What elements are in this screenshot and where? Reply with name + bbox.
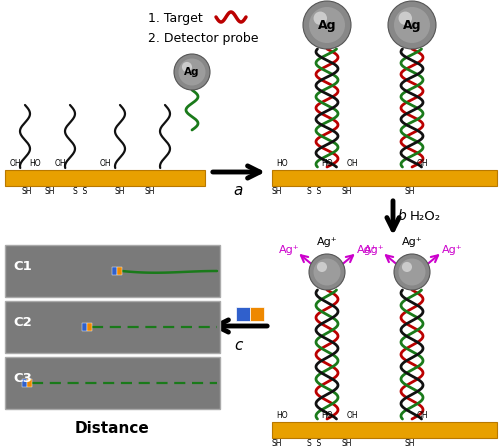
Bar — [236, 307, 250, 321]
Text: c: c — [234, 338, 242, 353]
Circle shape — [303, 1, 351, 49]
Text: S  S: S S — [307, 439, 321, 447]
Text: SH: SH — [272, 187, 282, 196]
Circle shape — [309, 7, 345, 43]
Text: Ag⁺: Ag⁺ — [356, 245, 378, 255]
Text: H₂O₂: H₂O₂ — [410, 210, 441, 223]
Text: OH: OH — [99, 159, 111, 168]
Circle shape — [178, 59, 206, 85]
Text: HO: HO — [276, 159, 288, 168]
Text: SH: SH — [342, 187, 352, 196]
Text: Ag⁺: Ag⁺ — [402, 237, 422, 247]
Circle shape — [394, 254, 430, 290]
Text: HO: HO — [321, 159, 333, 168]
Text: 1. Target: 1. Target — [148, 12, 203, 25]
Circle shape — [402, 262, 412, 272]
Text: Ag: Ag — [403, 18, 421, 31]
Text: Ag⁺: Ag⁺ — [442, 245, 462, 255]
Text: OH: OH — [416, 411, 428, 420]
Bar — [82, 323, 86, 331]
Circle shape — [388, 1, 436, 49]
Bar — [86, 323, 92, 331]
Circle shape — [182, 62, 192, 72]
Bar — [250, 307, 264, 321]
Text: Ag⁺: Ag⁺ — [316, 237, 338, 247]
Bar — [5, 357, 220, 409]
Bar — [5, 245, 220, 297]
Text: 2. Detector probe: 2. Detector probe — [148, 32, 258, 45]
Circle shape — [309, 254, 345, 290]
Bar — [22, 379, 26, 387]
Text: HO: HO — [276, 411, 288, 420]
Text: C3: C3 — [13, 372, 32, 385]
Circle shape — [314, 258, 340, 286]
Text: OH: OH — [54, 159, 66, 168]
Text: Ag⁺: Ag⁺ — [278, 245, 299, 255]
Bar — [272, 170, 497, 186]
Text: a: a — [234, 183, 242, 198]
Text: Distance: Distance — [75, 421, 150, 436]
Circle shape — [317, 262, 327, 272]
Circle shape — [174, 54, 210, 90]
Bar — [112, 267, 117, 275]
Text: Ag⁺: Ag⁺ — [364, 245, 384, 255]
Circle shape — [314, 12, 327, 25]
Bar — [5, 301, 220, 353]
Text: OH: OH — [416, 159, 428, 168]
Bar — [26, 379, 32, 387]
Circle shape — [394, 7, 430, 43]
Text: SH: SH — [22, 187, 32, 196]
Text: Ag: Ag — [318, 18, 336, 31]
Text: SH: SH — [405, 187, 415, 196]
Text: SH: SH — [272, 439, 282, 447]
Text: SH: SH — [342, 439, 352, 447]
Text: SH: SH — [45, 187, 55, 196]
Text: OH: OH — [346, 411, 358, 420]
Text: S  S: S S — [307, 187, 321, 196]
Circle shape — [398, 258, 425, 286]
Text: Ag: Ag — [184, 67, 200, 77]
Text: SH: SH — [405, 439, 415, 447]
Bar — [272, 422, 497, 438]
Text: OH: OH — [9, 159, 21, 168]
Text: C1: C1 — [13, 260, 32, 273]
Text: HO: HO — [321, 411, 333, 420]
Text: HO: HO — [29, 159, 41, 168]
Bar — [117, 267, 122, 275]
Text: C2: C2 — [13, 316, 32, 329]
Text: SH: SH — [115, 187, 125, 196]
Bar — [5, 170, 205, 186]
Text: S  S: S S — [73, 187, 87, 196]
Text: OH: OH — [346, 159, 358, 168]
Text: SH: SH — [145, 187, 155, 196]
Circle shape — [398, 12, 412, 25]
Text: b: b — [398, 209, 407, 223]
